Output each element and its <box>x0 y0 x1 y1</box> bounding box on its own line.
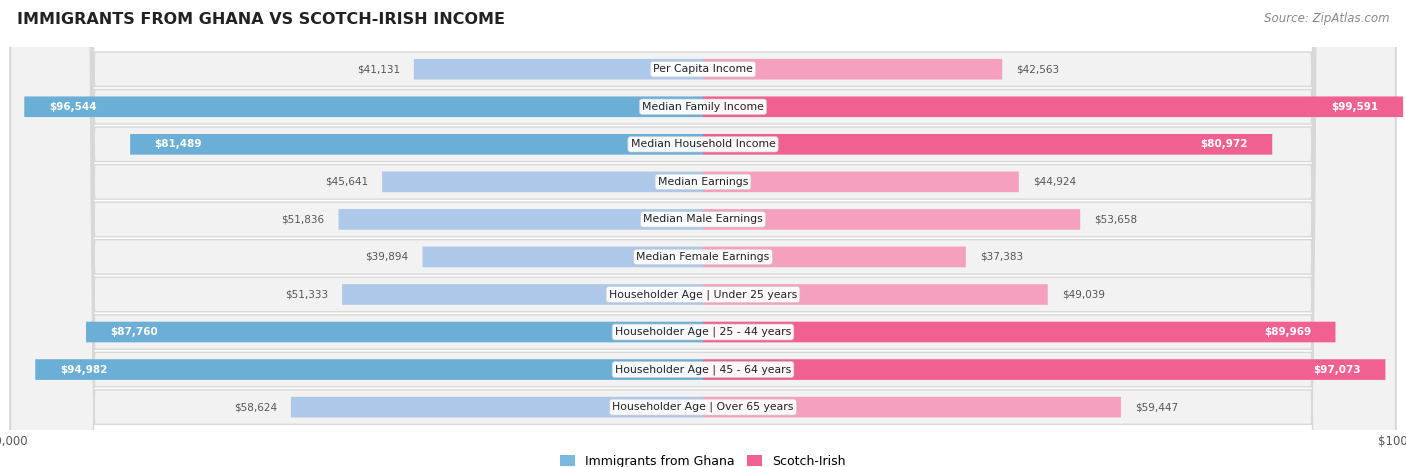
Text: $87,760: $87,760 <box>111 327 159 337</box>
Text: Householder Age | Under 25 years: Householder Age | Under 25 years <box>609 289 797 300</box>
Text: Source: ZipAtlas.com: Source: ZipAtlas.com <box>1264 12 1389 25</box>
Text: $51,836: $51,836 <box>281 214 325 225</box>
FancyBboxPatch shape <box>703 359 1385 380</box>
FancyBboxPatch shape <box>10 0 1395 467</box>
FancyBboxPatch shape <box>703 171 1019 192</box>
FancyBboxPatch shape <box>703 284 1047 305</box>
Text: $37,383: $37,383 <box>980 252 1024 262</box>
Text: $44,924: $44,924 <box>1033 177 1076 187</box>
Text: $45,641: $45,641 <box>325 177 368 187</box>
FancyBboxPatch shape <box>10 0 1395 467</box>
FancyBboxPatch shape <box>10 0 1395 467</box>
FancyBboxPatch shape <box>423 247 703 267</box>
Text: Householder Age | 25 - 44 years: Householder Age | 25 - 44 years <box>614 327 792 337</box>
FancyBboxPatch shape <box>703 59 1002 79</box>
FancyBboxPatch shape <box>703 134 1272 155</box>
Text: $99,591: $99,591 <box>1331 102 1378 112</box>
FancyBboxPatch shape <box>131 134 703 155</box>
FancyBboxPatch shape <box>703 209 1080 230</box>
FancyBboxPatch shape <box>10 0 1395 467</box>
FancyBboxPatch shape <box>703 97 1403 117</box>
FancyBboxPatch shape <box>24 97 703 117</box>
Text: $53,658: $53,658 <box>1094 214 1137 225</box>
FancyBboxPatch shape <box>10 0 1395 467</box>
Text: Per Capita Income: Per Capita Income <box>652 64 754 74</box>
FancyBboxPatch shape <box>291 397 703 417</box>
Legend: Immigrants from Ghana, Scotch-Irish: Immigrants from Ghana, Scotch-Irish <box>555 450 851 467</box>
FancyBboxPatch shape <box>703 322 1336 342</box>
FancyBboxPatch shape <box>10 0 1395 467</box>
Text: $39,894: $39,894 <box>366 252 409 262</box>
Text: Median Male Earnings: Median Male Earnings <box>643 214 763 225</box>
FancyBboxPatch shape <box>86 322 703 342</box>
FancyBboxPatch shape <box>703 247 966 267</box>
Text: $41,131: $41,131 <box>357 64 399 74</box>
Text: $49,039: $49,039 <box>1062 290 1105 299</box>
Text: Householder Age | 45 - 64 years: Householder Age | 45 - 64 years <box>614 364 792 375</box>
FancyBboxPatch shape <box>10 0 1395 467</box>
Text: $97,073: $97,073 <box>1313 365 1361 375</box>
Text: $94,982: $94,982 <box>60 365 107 375</box>
Text: $80,972: $80,972 <box>1201 139 1247 149</box>
Text: $51,333: $51,333 <box>285 290 328 299</box>
Text: $59,447: $59,447 <box>1135 402 1178 412</box>
FancyBboxPatch shape <box>382 171 703 192</box>
Text: IMMIGRANTS FROM GHANA VS SCOTCH-IRISH INCOME: IMMIGRANTS FROM GHANA VS SCOTCH-IRISH IN… <box>17 12 505 27</box>
Text: $96,544: $96,544 <box>49 102 97 112</box>
Text: $81,489: $81,489 <box>155 139 202 149</box>
FancyBboxPatch shape <box>339 209 703 230</box>
Text: Householder Age | Over 65 years: Householder Age | Over 65 years <box>612 402 794 412</box>
Text: Median Family Income: Median Family Income <box>643 102 763 112</box>
Text: $89,969: $89,969 <box>1264 327 1310 337</box>
Text: $42,563: $42,563 <box>1017 64 1059 74</box>
Text: Median Female Earnings: Median Female Earnings <box>637 252 769 262</box>
FancyBboxPatch shape <box>10 0 1395 467</box>
Text: Median Earnings: Median Earnings <box>658 177 748 187</box>
FancyBboxPatch shape <box>35 359 703 380</box>
FancyBboxPatch shape <box>10 0 1395 467</box>
FancyBboxPatch shape <box>342 284 703 305</box>
Text: Median Household Income: Median Household Income <box>630 139 776 149</box>
Text: $58,624: $58,624 <box>233 402 277 412</box>
FancyBboxPatch shape <box>413 59 703 79</box>
FancyBboxPatch shape <box>703 397 1121 417</box>
FancyBboxPatch shape <box>10 0 1395 467</box>
